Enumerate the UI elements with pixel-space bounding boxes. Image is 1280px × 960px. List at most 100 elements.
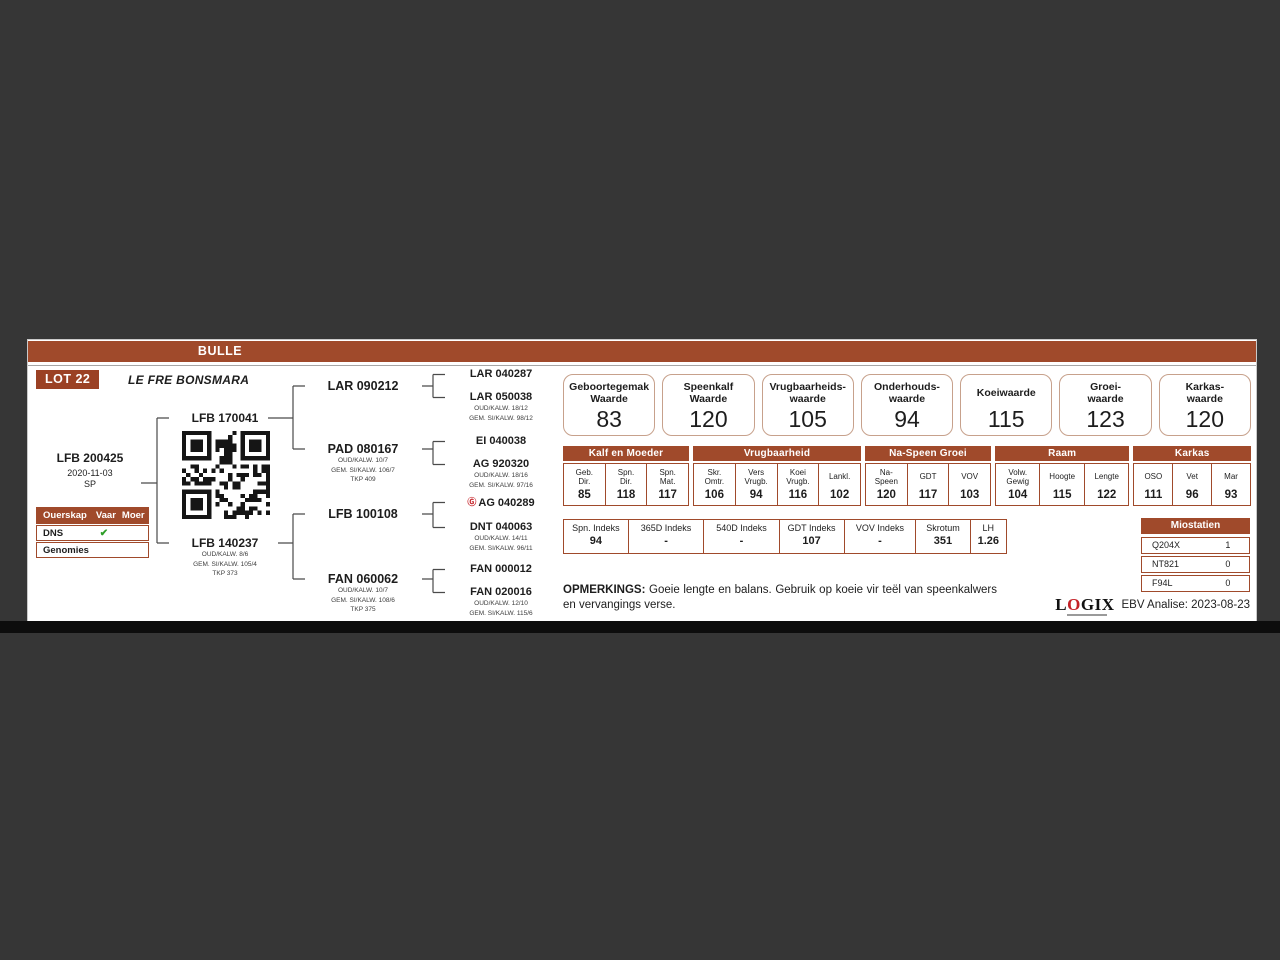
- ebv-column: VOV 103: [948, 464, 990, 505]
- stat-line: OUD/KALW. 10/7: [337, 457, 389, 464]
- ebv-column: Na- Speen 120: [874, 467, 898, 502]
- parentage-col-sire: Vaar: [95, 510, 116, 521]
- brand-g-icon: Ⓖ: [467, 497, 477, 507]
- stat-line: OUD/KALW. 10/7: [337, 587, 389, 594]
- animal-id: DNT 040063: [469, 521, 533, 533]
- value-box-label: Koeiwaarde: [976, 386, 1036, 399]
- animal-id: Ⓖ AG 040289: [467, 497, 535, 509]
- myostatin-row: Q204X 1: [1141, 537, 1250, 554]
- ebv-group-header: Raam: [995, 446, 1130, 461]
- section-banner: BULLE: [28, 341, 1256, 362]
- pedigree-node: EI 040038: [476, 435, 526, 448]
- value-box: Groei- waarde 123: [1059, 374, 1152, 436]
- page-footer: LOGIX EBV Analise: 2023-08-23: [1008, 595, 1250, 616]
- value-box: Vrugbaarheids- waarde 105: [761, 374, 854, 436]
- value-boxes: Geboortegemak Waarde 83 Speenkalf Waarde…: [563, 374, 1251, 436]
- stud-name: LE FRE BONSMARA: [128, 373, 250, 387]
- ebv-group: Karkas OSO 111 Vet 96 Mar 93: [1133, 446, 1251, 506]
- stat-line: TKP 409: [350, 476, 376, 483]
- animal-id: LAR 040287: [469, 368, 533, 380]
- ebv-column: Vet 96: [1172, 464, 1211, 505]
- parentage-row-label: Genomies: [43, 545, 89, 556]
- animal-id: LAR 050038: [469, 391, 533, 403]
- index-cell: Spn. Indeks 94: [572, 523, 620, 547]
- ebv-group: Raam Volw. Gewig 104 Hoogte 115 Lengte 122: [995, 446, 1130, 506]
- value-box-value: 123: [1086, 406, 1125, 432]
- stat-line: GEM. SI/KALW. 108/6: [331, 596, 395, 604]
- index-cell: VOV Indeks -: [843, 520, 916, 553]
- catalog-page: BULLE LOT 22 LE FRE BONSMARA LFB 200425 …: [27, 339, 1257, 622]
- pedigree-dam: LFB 140237 OUD/KALW. 8/6 GEM. SI/KALW. 1…: [192, 537, 259, 579]
- stat-line: OUD/KALW. 12/10: [474, 600, 528, 607]
- myostatin-header: Miostatien: [1141, 518, 1250, 534]
- stat-line: OUD/KALW. 18/16: [474, 472, 528, 479]
- parentage-col-dam: Moer: [121, 510, 145, 521]
- birth-date: 2020-11-03: [67, 468, 113, 478]
- remarks: OPMERKINGS: Goeie lengte en balans. Gebr…: [563, 583, 997, 613]
- ebv-table: Kalf en Moeder Geb. Dir. 85 Spn. Dir. 118 …: [563, 446, 1251, 506]
- parentage-title: Ouerskap: [43, 510, 87, 521]
- pedigree-node: LAR 040287: [470, 368, 532, 381]
- ebv-group-header: Na-Speen Groei: [865, 446, 991, 461]
- ebv-group-header: Vrugbaarheid: [693, 446, 861, 461]
- logo-red-o: O: [1067, 595, 1081, 614]
- ebv-column: Volw. Gewig 104: [1006, 467, 1030, 502]
- section-banner-title: BULLE: [197, 344, 243, 358]
- stat-line: TKP 375: [350, 606, 376, 613]
- value-box-label: Karkas- waarde: [1185, 380, 1225, 405]
- ebv-column: GDT 117: [906, 464, 949, 505]
- stat-line: OUD/KALW. 14/11: [474, 535, 528, 542]
- animal-id: AG 920320: [472, 458, 530, 470]
- myostatin-table: Miostatien Q204X 1 NT821 0 F94L 0: [1141, 518, 1250, 594]
- animal-id: FAN 000012: [470, 563, 532, 575]
- index-cell: GDT Indeks 107: [778, 520, 844, 553]
- stat-line: GEM. SI/KALW. 106/7: [331, 466, 395, 474]
- value-box-value: 105: [788, 406, 827, 432]
- stat-line: GEM. SI/KALW. 115/6: [469, 609, 533, 617]
- pedigree-node: FAN 060062 OUD/KALW. 10/7 GEM. SI/KALW. …: [328, 573, 398, 615]
- stat-line: TKP 373: [212, 570, 238, 577]
- value-box-label: Vrugbaarheids- waarde: [769, 380, 846, 405]
- ebv-column: Lankl. 102: [818, 464, 860, 505]
- animal-id: LFB 100108: [328, 507, 398, 521]
- ebv-column: Koei Vrugb. 116: [776, 464, 819, 505]
- status-code: SP: [83, 479, 97, 489]
- animal-id: EI 040038: [475, 435, 527, 447]
- index-cell: 365D Indeks -: [627, 520, 703, 553]
- pedigree-node: FAN 020016 OUD/KALW. 12/10 GEM. SI/KALW.…: [469, 586, 532, 618]
- parentage-table: Ouerskap Vaar Moer DNS ✔ Genomies: [36, 507, 149, 558]
- value-box: Geboortegemak Waarde 83: [563, 374, 656, 436]
- index-cell: LH 1.26: [969, 520, 1006, 553]
- ebv-column: Spn. Mat. 117: [646, 464, 688, 505]
- ebv-analysis-date: EBV Analise: 2023-08-23: [1121, 598, 1250, 611]
- pedigree-node: LFB 100108: [328, 508, 397, 521]
- pedigree-subject: LFB 200425 2020-11-03 SP: [57, 452, 124, 490]
- index-cell: 540D Indeks -: [703, 520, 778, 553]
- animal-id: LFB 200425: [56, 451, 124, 465]
- value-box-value: 94: [894, 406, 920, 432]
- remarks-text: Goeie lengte en balans. Gebruik op koeie…: [563, 584, 997, 611]
- pedigree-sire: LFB 170041: [192, 412, 259, 425]
- myostatin-row: NT821 0: [1141, 556, 1250, 573]
- value-box: Koeiwaarde 115: [960, 374, 1053, 436]
- value-box-label: Geboortegemak Waarde: [569, 380, 650, 405]
- banner-underline: [28, 365, 1256, 366]
- remarks-label: OPMERKINGS:: [563, 584, 646, 596]
- logix-logo: LOGIX: [1055, 595, 1115, 616]
- parentage-header: Ouerskap Vaar Moer: [36, 507, 149, 524]
- ebv-column: Lengte 122: [1083, 464, 1128, 505]
- ebv-group: Vrugbaarheid Skr. Omtr. 106 Vers Vrugb. 94…: [693, 446, 861, 506]
- pedigree-node: Ⓖ AG 040289: [467, 496, 534, 510]
- stat-line: GEM. SI/KALW. 98/12: [469, 414, 533, 422]
- animal-id: LFB 140237: [191, 536, 259, 550]
- value-box: Speenkalf Waarde 120: [662, 374, 755, 436]
- ebv-column: Skr. Omtr. 106: [704, 467, 725, 502]
- page-bottom-shadow: [0, 621, 1280, 633]
- value-box-label: Speenkalf Waarde: [683, 380, 734, 405]
- pedigree-node: PAD 080167 OUD/KALW. 10/7 GEM. SI/KALW. …: [328, 443, 399, 485]
- value-box-value: 120: [1185, 406, 1225, 432]
- stat-line: OUD/KALW. 18/12: [474, 405, 528, 412]
- parentage-row: DNS ✔: [36, 525, 149, 541]
- ebv-column: Geb. Dir. 85: [575, 467, 593, 502]
- pedigree-node: LAR 050038 OUD/KALW. 18/12 GEM. SI/KALW.…: [469, 391, 533, 423]
